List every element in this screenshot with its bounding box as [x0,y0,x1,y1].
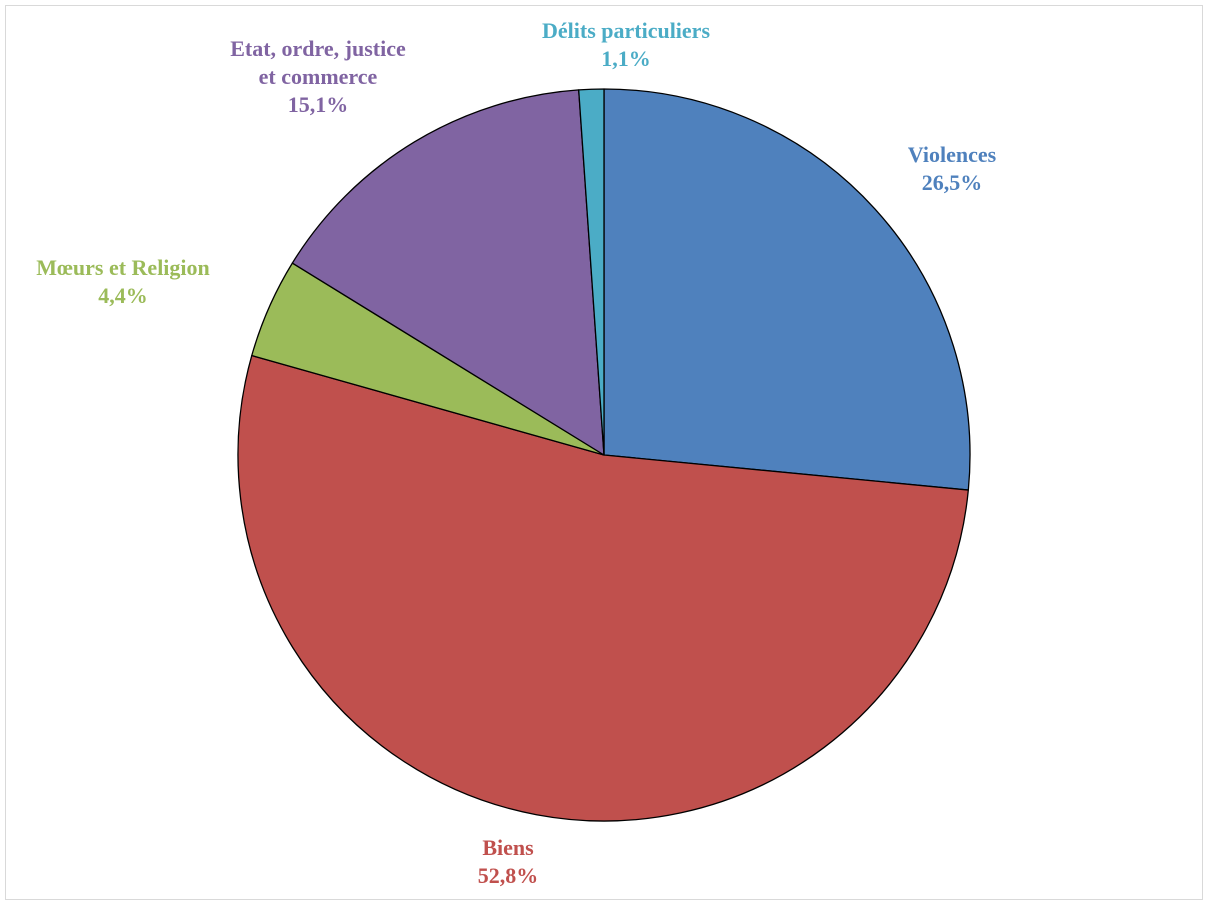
slice-name-label: Délits particuliers [542,18,710,43]
slice-label-3: Etat, ordre, justice et commerce 15,1% [230,36,406,117]
slice-label-1: Biens 52,8% [478,835,539,888]
slice-name-label: Violences [908,142,997,167]
slice-name-label: Biens [482,835,534,860]
pie-labels: Violences 26,5% Biens 52,8% Mœurs et Religio… [36,18,996,888]
slice-name-label: et commerce [259,64,378,89]
slice-value-label: 52,8% [478,863,539,888]
pie-slice-etat-ordre-justice-et-commerce [291,89,605,456]
slice-value-label: 26,5% [922,170,983,195]
slice-value-label: 15,1% [288,92,349,117]
pie-slices [237,88,971,822]
pie-slice-violences [603,88,971,491]
slice-name-label: Etat, ordre, justice [230,36,406,61]
slice-label-0: Violences 26,5% [908,142,997,195]
slice-name-label: Mœurs et Religion [36,255,210,280]
slice-label-2: Mœurs et Religion 4,4% [36,255,210,308]
slice-value-label: 1,1% [601,46,651,71]
slice-value-label: 4,4% [98,283,148,308]
pie-slice-biens [237,354,969,822]
slice-label-4: Délits particuliers 1,1% [542,18,710,71]
pie-slice-délits-particuliers [578,88,605,456]
